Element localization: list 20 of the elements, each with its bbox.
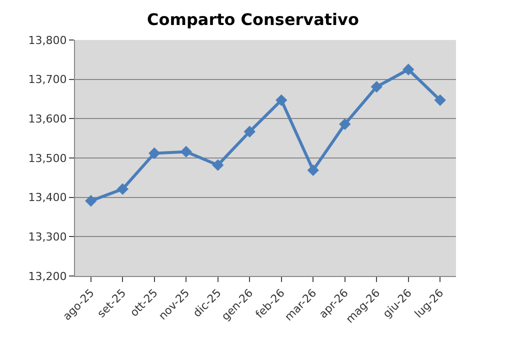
point [276, 94, 288, 106]
point [339, 118, 351, 130]
point [212, 159, 224, 171]
point [244, 126, 256, 138]
point [85, 195, 97, 207]
point [370, 80, 382, 93]
y-tick-label: 13,400 [28, 191, 67, 204]
y-tick-label: 13,600 [28, 112, 67, 126]
y-tick-label: 13,200 [28, 270, 67, 283]
point [180, 146, 192, 158]
point [148, 147, 160, 160]
point [402, 64, 414, 76]
chart-title: Comparto Conservativo [147, 10, 359, 30]
y-tick-label: 13,800 [28, 34, 67, 47]
y-tick-label: 13,500 [28, 152, 67, 165]
point [434, 94, 446, 106]
point [307, 164, 319, 176]
y-tick-label: 13,300 [28, 230, 67, 244]
y-tick-label: 13,700 [28, 73, 67, 86]
point [116, 183, 128, 195]
